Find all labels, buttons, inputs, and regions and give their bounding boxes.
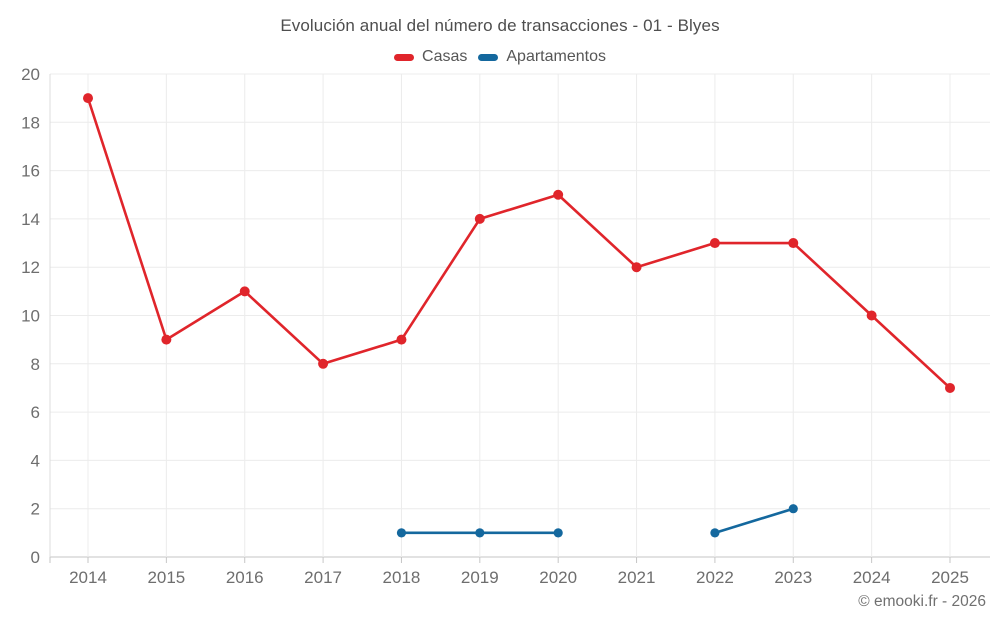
legend: Casas Apartamentos	[0, 46, 1000, 68]
y-tick-label: 16	[21, 162, 40, 181]
series-point-casas	[866, 310, 877, 321]
x-tick-label: 2025	[931, 568, 969, 587]
x-tick-label: 2018	[383, 568, 421, 587]
series-point-casas	[318, 358, 329, 369]
series-point-casas	[788, 238, 799, 249]
y-tick-label: 6	[31, 403, 40, 422]
series-point-apartamentos	[788, 504, 798, 514]
y-tick-label: 18	[21, 113, 40, 132]
y-tick-label: 2	[31, 500, 40, 519]
series-point-casas	[161, 334, 172, 345]
x-tick-label: 2022	[696, 568, 734, 587]
y-tick-label: 20	[21, 65, 40, 84]
series-line-casas	[86, 96, 952, 390]
legend-label-casas: Casas	[422, 48, 468, 65]
series-point-casas	[83, 93, 93, 104]
x-tick-label: 2016	[226, 568, 264, 587]
y-tick-label: 0	[31, 548, 40, 567]
series-point-casas	[396, 334, 407, 345]
series-point-apartamentos	[553, 528, 563, 538]
y-tick-label: 10	[21, 307, 40, 326]
copyright-watermark: © emooki.fr - 2026	[858, 593, 986, 610]
x-tick-label: 2021	[618, 568, 656, 587]
series-point-casas	[474, 213, 485, 224]
chart-title: Evolución anual del número de transaccio…	[280, 16, 720, 35]
series-line-apartamentos	[713, 507, 795, 535]
legend-label-apartamentos: Apartamentos	[506, 48, 606, 65]
series-point-casas	[553, 189, 564, 200]
series-point-apartamentos	[710, 528, 720, 538]
series-point-casas	[709, 238, 720, 249]
x-tick-label: 2023	[774, 568, 812, 587]
legend-swatch-casas	[394, 53, 415, 61]
x-tick-label: 2024	[853, 568, 891, 587]
x-tick-label: 2020	[539, 568, 577, 587]
x-tick-label: 2017	[304, 568, 342, 587]
y-tick-label: 12	[21, 258, 40, 277]
series-point-apartamentos	[396, 528, 407, 538]
legend-item-casas[interactable]: Casas	[394, 48, 467, 66]
series-point-apartamentos	[475, 528, 485, 538]
y-tick-label: 14	[21, 210, 40, 229]
y-tick-label: 4	[31, 451, 40, 470]
legend-swatch-apartamentos	[478, 53, 499, 61]
series-point-casas	[631, 262, 642, 273]
x-tick-label: 2014	[69, 568, 107, 587]
y-tick-label: 8	[31, 355, 40, 374]
legend-item-apartamentos[interactable]: Apartamentos	[478, 48, 606, 66]
x-tick-label: 2015	[147, 568, 185, 587]
x-tick-label: 2019	[461, 568, 499, 587]
series-point-casas	[945, 382, 955, 393]
series-point-casas	[239, 286, 250, 297]
